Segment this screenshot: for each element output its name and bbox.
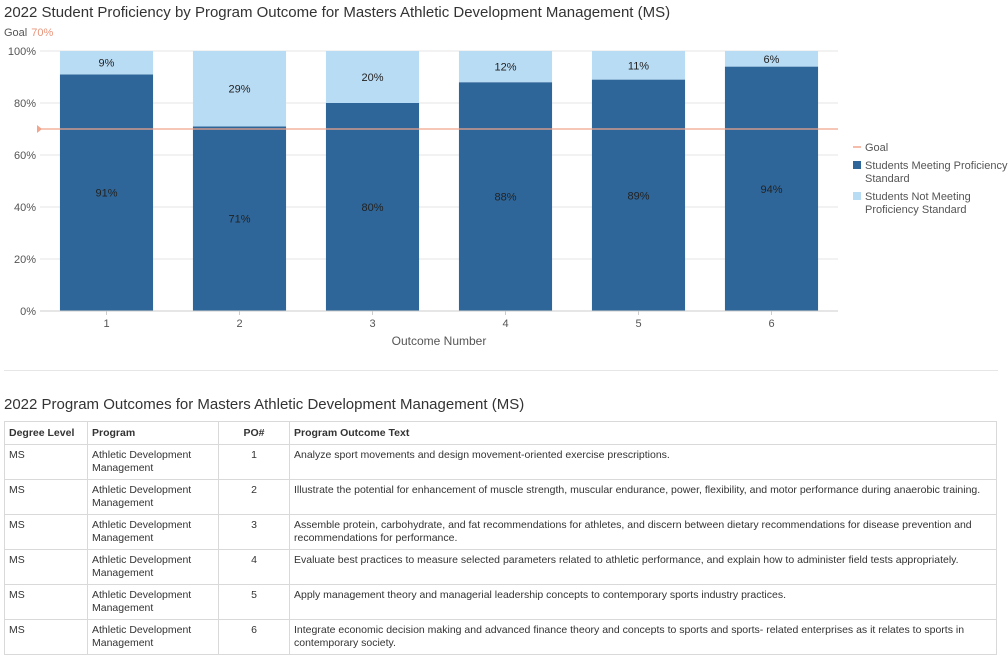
legend-meeting-label: Students Meeting Proficiency Standard: [865, 160, 1008, 185]
table-row: MS Athletic Development Management 6 Int…: [4, 619, 997, 655]
cell-outcome-text: Evaluate best practices to measure selec…: [289, 549, 997, 585]
cell-program: Athletic Development Management: [87, 584, 219, 620]
data-label-meeting: 89%: [627, 190, 649, 202]
table-row: MS Athletic Development Management 5 App…: [4, 584, 997, 620]
data-label-not-meeting: 12%: [494, 62, 516, 74]
bar-students-meeting: [458, 82, 553, 311]
cell-degree-level: MS: [4, 479, 88, 515]
cell-po-number: 6: [218, 619, 290, 655]
bar-students-not-meeting: [59, 51, 154, 75]
cell-outcome-text: Integrate economic decision making and a…: [289, 619, 997, 655]
goal-header: Goal 70%: [4, 27, 53, 39]
x-tick-label: 4: [502, 318, 508, 330]
data-label-not-meeting: 9%: [99, 58, 115, 70]
cell-program: Athletic Development Management: [87, 514, 219, 550]
cell-outcome-text: Assemble protein, carbohydrate, and fat …: [289, 514, 997, 550]
bar-students-not-meeting: [192, 51, 287, 127]
header-outcome-text: Program Outcome Text: [289, 421, 997, 445]
header-degree-level: Degree Level: [4, 421, 88, 445]
x-axis-title: Outcome Number: [392, 334, 487, 348]
table-header-row: Degree Level Program PO# Program Outcome…: [4, 421, 997, 445]
data-label-not-meeting: 29%: [228, 84, 250, 96]
legend-meeting-swatch: [853, 161, 861, 169]
goal-header-label: Goal: [4, 27, 28, 39]
table-row: MS Athletic Development Management 1 Ana…: [4, 444, 997, 480]
header-po-number: PO#: [218, 421, 290, 445]
x-tick-label: 2: [236, 318, 242, 330]
goal-header-value: 70%: [31, 27, 54, 39]
bar-students-meeting: [192, 126, 287, 312]
y-tick-label: 40%: [14, 202, 36, 214]
y-tick-label: 20%: [14, 254, 36, 266]
data-label-meeting: 71%: [228, 214, 250, 226]
x-tick-label: 6: [768, 318, 774, 330]
cell-po-number: 1: [218, 444, 290, 480]
section-divider: [4, 370, 998, 371]
table-row: MS Athletic Development Management 2 Ill…: [4, 479, 997, 515]
y-tick-label: 80%: [14, 98, 36, 110]
data-label-not-meeting: 6%: [764, 54, 780, 66]
legend-not-meeting-swatch: [853, 192, 861, 200]
bar-students-not-meeting: [724, 51, 819, 67]
table-row: MS Athletic Development Management 3 Ass…: [4, 514, 997, 550]
data-label-not-meeting: 20%: [361, 72, 383, 84]
cell-degree-level: MS: [4, 444, 88, 480]
cell-po-number: 3: [218, 514, 290, 550]
y-tick-label: 100%: [8, 46, 36, 58]
program-outcomes-table: Degree Level Program PO# Program Outcome…: [4, 421, 997, 655]
table-row: MS Athletic Development Management 4 Eva…: [4, 549, 997, 585]
cell-program: Athletic Development Management: [87, 479, 219, 515]
bar-students-meeting: [724, 66, 819, 311]
cell-degree-level: MS: [4, 549, 88, 585]
bar-students-meeting: [325, 103, 420, 311]
data-label-meeting: 94%: [760, 184, 782, 196]
bar-students-meeting: [591, 79, 686, 311]
legend-not-meeting-label: Students Not Meeting Proficiency Standard: [865, 191, 971, 216]
cell-po-number: 2: [218, 479, 290, 515]
cell-program: Athletic Development Management: [87, 549, 219, 585]
data-label-meeting: 80%: [361, 202, 383, 214]
cell-degree-level: MS: [4, 514, 88, 550]
cell-po-number: 5: [218, 584, 290, 620]
cell-po-number: 4: [218, 549, 290, 585]
x-tick-label: 3: [369, 318, 375, 330]
table-title: 2022 Program Outcomes for Masters Athlet…: [4, 396, 525, 413]
data-label-meeting: 91%: [95, 188, 117, 200]
cell-program: Athletic Development Management: [87, 444, 219, 480]
goal-marker: [37, 125, 42, 133]
cell-outcome-text: Analyze sport movements and design movem…: [289, 444, 997, 480]
cell-outcome-text: Apply management theory and managerial l…: [289, 584, 997, 620]
y-tick-label: 0%: [20, 306, 36, 318]
cell-program: Athletic Development Management: [87, 619, 219, 655]
y-tick-label: 60%: [14, 150, 36, 162]
x-tick-label: 1: [103, 318, 109, 330]
bar-students-meeting: [59, 74, 154, 312]
header-program: Program: [87, 421, 219, 445]
legend-goal-label: Goal: [865, 142, 888, 154]
chart-title: 2022 Student Proficiency by Program Outc…: [4, 4, 671, 21]
bar-students-not-meeting: [591, 51, 686, 80]
cell-degree-level: MS: [4, 584, 88, 620]
x-tick-label: 5: [635, 318, 641, 330]
data-label-not-meeting: 11%: [628, 60, 649, 72]
cell-outcome-text: Illustrate the potential for enhancement…: [289, 479, 997, 515]
bar-students-not-meeting: [325, 51, 420, 103]
data-label-meeting: 88%: [494, 192, 516, 204]
bar-students-not-meeting: [458, 51, 553, 83]
cell-degree-level: MS: [4, 619, 88, 655]
proficiency-chart: 0% 20% 40% 60% 80% 100% 91% 9% 1 71% 29% 2 80% 20% 3 88…: [8, 46, 1008, 348]
